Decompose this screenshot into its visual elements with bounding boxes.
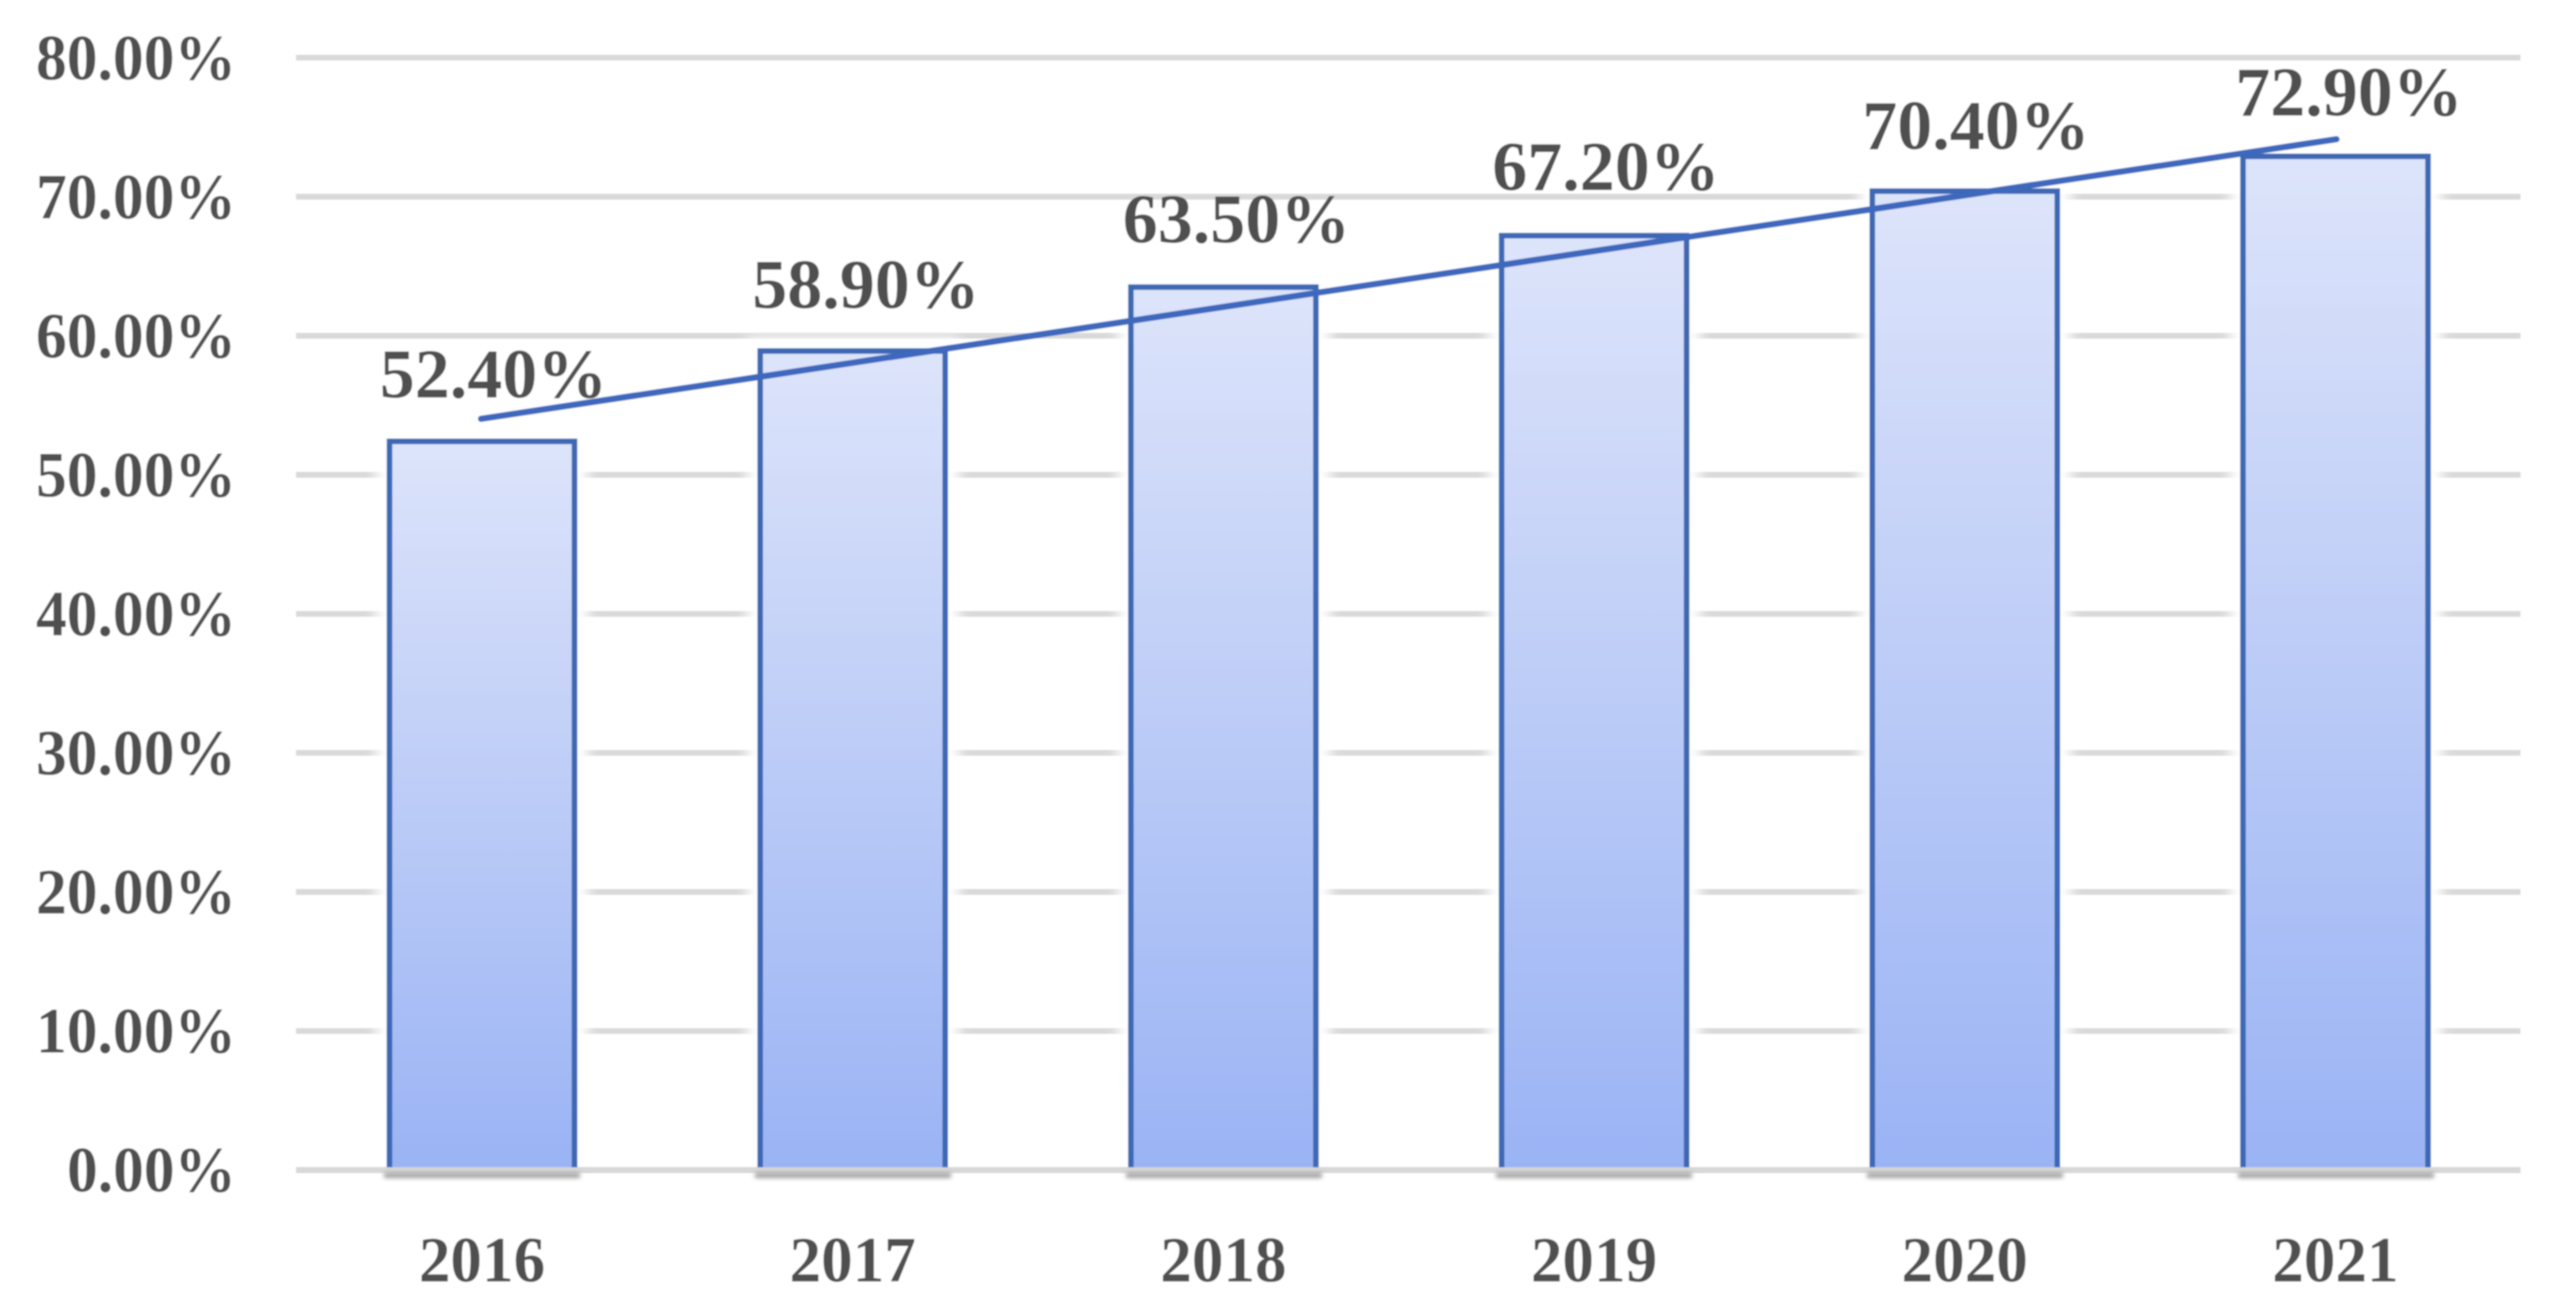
svg-text:67.20%: 67.20% bbox=[1492, 129, 1720, 206]
svg-text:40.00%: 40.00% bbox=[36, 578, 236, 649]
svg-text:2017: 2017 bbox=[790, 1225, 916, 1296]
svg-text:70.40%: 70.40% bbox=[1862, 88, 2090, 165]
svg-text:2018: 2018 bbox=[1160, 1225, 1286, 1296]
svg-text:20.00%: 20.00% bbox=[36, 857, 236, 928]
svg-text:2016: 2016 bbox=[419, 1225, 545, 1296]
svg-text:2021: 2021 bbox=[2272, 1225, 2398, 1296]
svg-text:60.00%: 60.00% bbox=[36, 300, 236, 371]
svg-text:72.90%: 72.90% bbox=[2235, 54, 2463, 131]
svg-text:52.40%: 52.40% bbox=[380, 337, 608, 414]
svg-text:2019: 2019 bbox=[1531, 1225, 1657, 1296]
svg-text:80.00%: 80.00% bbox=[36, 22, 236, 93]
svg-text:63.50%: 63.50% bbox=[1123, 182, 1351, 259]
svg-text:0.00%: 0.00% bbox=[67, 1135, 236, 1206]
svg-text:2020: 2020 bbox=[1902, 1225, 2028, 1296]
svg-text:58.90%: 58.90% bbox=[752, 247, 980, 324]
svg-text:50.00%: 50.00% bbox=[36, 439, 236, 510]
svg-text:70.00%: 70.00% bbox=[36, 161, 236, 232]
svg-text:30.00%: 30.00% bbox=[36, 718, 236, 789]
svg-text:10.00%: 10.00% bbox=[36, 996, 236, 1067]
